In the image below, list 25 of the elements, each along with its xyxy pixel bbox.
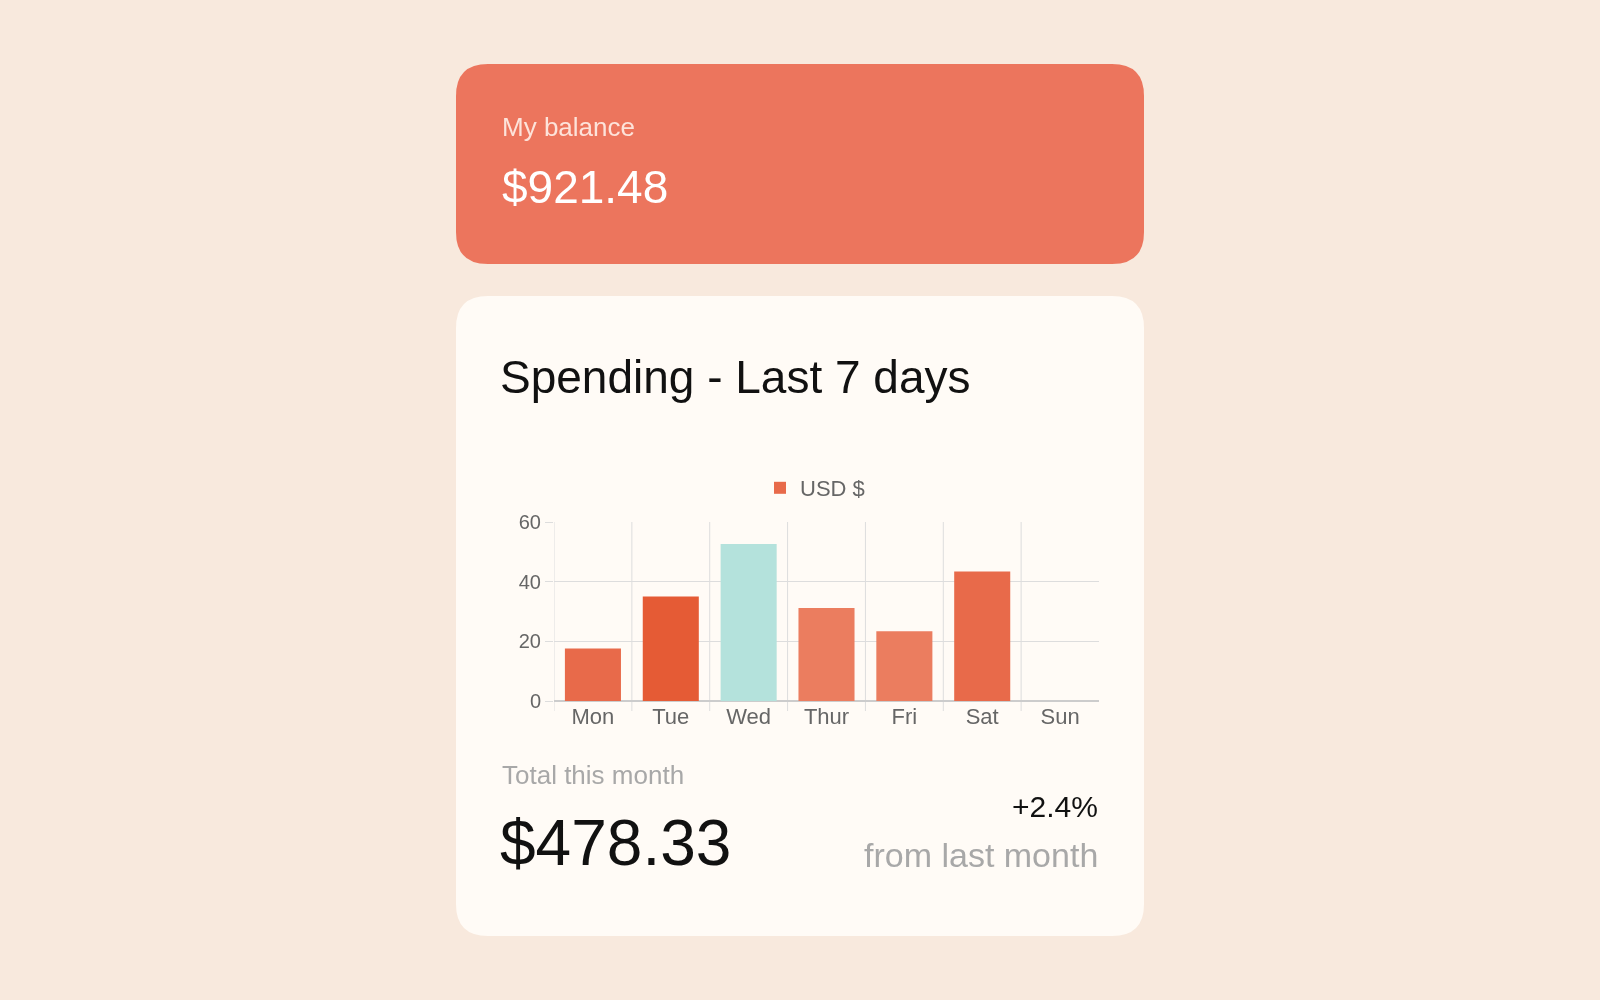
y-tick-label: 20 — [518, 630, 541, 653]
text: $478.33 — [500, 807, 732, 879]
bar — [642, 596, 699, 701]
bar — [954, 571, 1011, 701]
text: +2.4% — [1012, 790, 1098, 823]
bar — [798, 607, 855, 701]
x-tick-label: Tue — [652, 704, 690, 729]
text: from last month — [864, 836, 1099, 874]
y-tick-label: 0 — [529, 690, 541, 712]
x-tick-label: Sat — [965, 704, 999, 729]
x-tick-label: Fri — [891, 704, 918, 729]
text: My balance — [502, 112, 635, 142]
x-tick-label: Sun — [1040, 704, 1080, 729]
x-tick-label: Mon — [571, 704, 615, 729]
text: Total this month — [502, 760, 685, 790]
bar — [876, 631, 933, 701]
x-tick-label: Thur — [803, 704, 850, 729]
x-tick-label: Wed — [726, 704, 772, 729]
text: $921.48 — [502, 161, 669, 213]
chart-title: Spending - Last 7 days — [500, 351, 971, 404]
bar — [720, 544, 777, 701]
legend-label: USD $ — [800, 476, 865, 502]
y-tick-label: 60 — [518, 511, 541, 533]
bar — [564, 648, 621, 701]
y-tick-label: 40 — [518, 570, 541, 593]
